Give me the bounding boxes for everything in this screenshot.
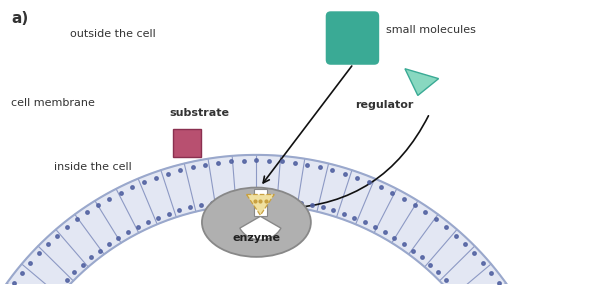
Text: regulator: regulator bbox=[355, 100, 414, 110]
FancyBboxPatch shape bbox=[173, 129, 201, 157]
Ellipse shape bbox=[202, 188, 311, 257]
Polygon shape bbox=[247, 194, 274, 215]
Text: a): a) bbox=[12, 11, 29, 26]
Text: substrate: substrate bbox=[169, 108, 229, 118]
FancyBboxPatch shape bbox=[254, 189, 267, 216]
Polygon shape bbox=[405, 69, 439, 95]
Text: small molecules: small molecules bbox=[386, 25, 476, 35]
Text: cell membrane: cell membrane bbox=[11, 98, 95, 108]
Polygon shape bbox=[0, 155, 541, 285]
Text: enzyme: enzyme bbox=[232, 233, 280, 243]
Text: inside the cell: inside the cell bbox=[54, 162, 132, 172]
Wedge shape bbox=[240, 216, 281, 240]
Text: outside the cell: outside the cell bbox=[70, 29, 155, 39]
FancyBboxPatch shape bbox=[326, 11, 379, 65]
